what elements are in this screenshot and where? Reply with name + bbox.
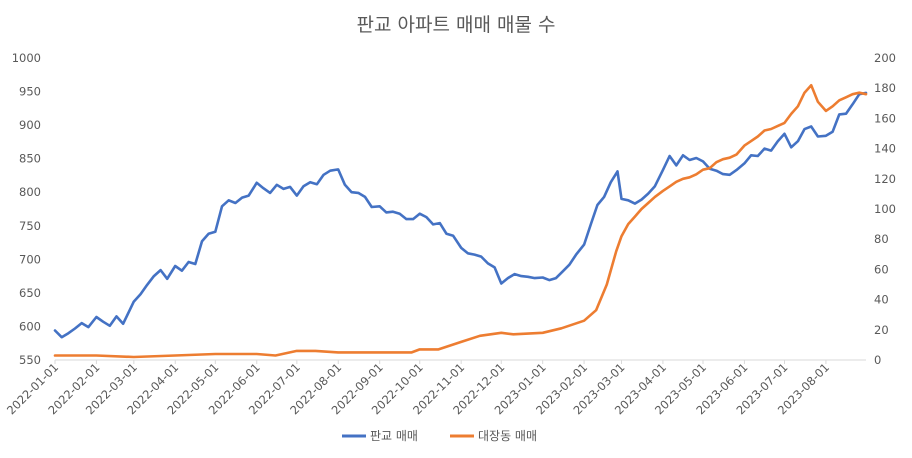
y-left-tick-label: 750	[19, 219, 41, 233]
y-left-tick-label: 950	[19, 85, 41, 99]
y-right-tick-label: 80	[874, 232, 889, 246]
y-right-tick-label: 160	[874, 111, 896, 125]
legend-label-pangyo: 판교 매매	[370, 429, 418, 443]
series-line-daejang	[53, 83, 868, 359]
y-right-tick-label: 20	[874, 323, 889, 337]
y-right-tick-label: 60	[874, 262, 889, 276]
y-right-tick-label: 140	[874, 142, 896, 156]
legend-label-daejang: 대장동 매매	[478, 429, 537, 443]
y-right-tick-label: 0	[874, 353, 881, 367]
y-right-tick-label: 100	[874, 202, 896, 216]
y-right-tick-label: 200	[874, 51, 896, 65]
chart-title: 판교 아파트 매매 매물 수	[356, 14, 556, 36]
y-left-tick-label: 700	[19, 252, 41, 266]
y-right-tick-label: 40	[874, 293, 889, 307]
y-left-tick-label: 600	[19, 319, 41, 333]
y-left-tick-label: 1000	[12, 51, 41, 65]
y-left-tick-label: 550	[19, 353, 41, 367]
y-right-tick-label: 120	[874, 172, 896, 186]
series-line-pangyo	[53, 91, 868, 339]
y-left-tick-label: 800	[19, 185, 41, 199]
y-left-tick-label: 900	[19, 118, 41, 132]
y-right-tick-label: 180	[874, 81, 896, 95]
y-left-tick-label: 850	[19, 152, 41, 166]
y-left-tick-label: 650	[19, 286, 41, 300]
